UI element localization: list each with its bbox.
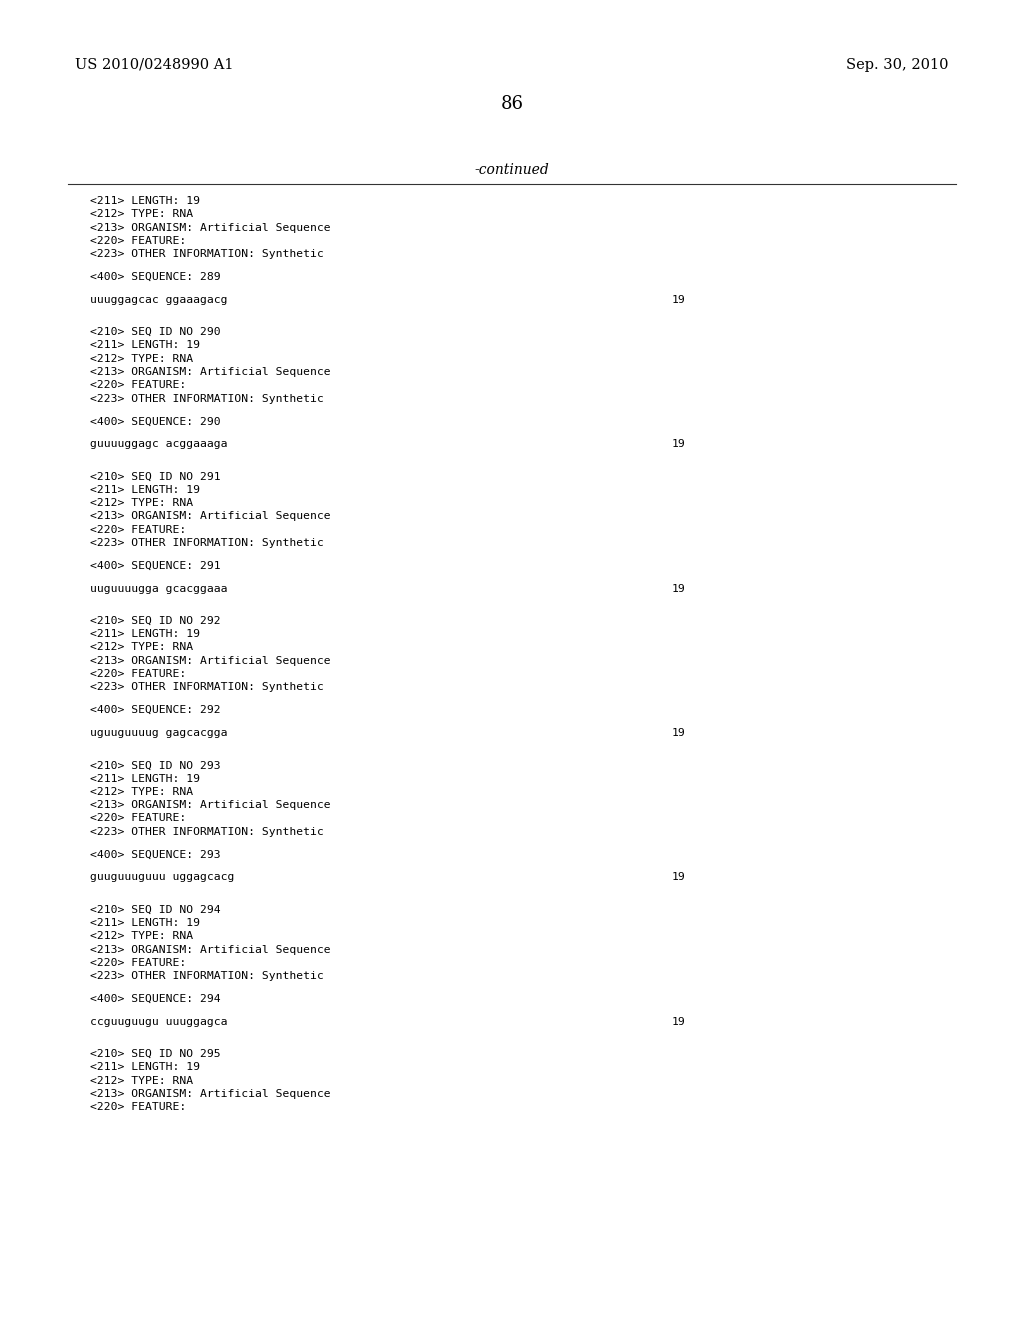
- Text: <211> LENGTH: 19: <211> LENGTH: 19: [90, 917, 200, 928]
- Text: <210> SEQ ID NO 291: <210> SEQ ID NO 291: [90, 471, 220, 482]
- Text: <211> LENGTH: 19: <211> LENGTH: 19: [90, 1063, 200, 1072]
- Text: <212> TYPE: RNA: <212> TYPE: RNA: [90, 787, 194, 797]
- Text: <211> LENGTH: 19: <211> LENGTH: 19: [90, 774, 200, 784]
- Text: <400> SEQUENCE: 289: <400> SEQUENCE: 289: [90, 272, 220, 282]
- Text: <212> TYPE: RNA: <212> TYPE: RNA: [90, 210, 194, 219]
- Text: <213> ORGANISM: Artificial Sequence: <213> ORGANISM: Artificial Sequence: [90, 656, 331, 665]
- Text: <213> ORGANISM: Artificial Sequence: <213> ORGANISM: Artificial Sequence: [90, 1089, 331, 1100]
- Text: 19: 19: [672, 1016, 686, 1027]
- Text: <223> OTHER INFORMATION: Synthetic: <223> OTHER INFORMATION: Synthetic: [90, 539, 324, 548]
- Text: <210> SEQ ID NO 293: <210> SEQ ID NO 293: [90, 760, 220, 771]
- Text: <212> TYPE: RNA: <212> TYPE: RNA: [90, 1076, 194, 1085]
- Text: <212> TYPE: RNA: <212> TYPE: RNA: [90, 498, 194, 508]
- Text: <213> ORGANISM: Artificial Sequence: <213> ORGANISM: Artificial Sequence: [90, 945, 331, 954]
- Text: <220> FEATURE:: <220> FEATURE:: [90, 669, 186, 678]
- Text: <223> OTHER INFORMATION: Synthetic: <223> OTHER INFORMATION: Synthetic: [90, 682, 324, 693]
- Text: <213> ORGANISM: Artificial Sequence: <213> ORGANISM: Artificial Sequence: [90, 223, 331, 232]
- Text: <223> OTHER INFORMATION: Synthetic: <223> OTHER INFORMATION: Synthetic: [90, 972, 324, 981]
- Text: 19: 19: [672, 873, 686, 882]
- Text: <220> FEATURE:: <220> FEATURE:: [90, 525, 186, 535]
- Text: <212> TYPE: RNA: <212> TYPE: RNA: [90, 643, 194, 652]
- Text: <210> SEQ ID NO 292: <210> SEQ ID NO 292: [90, 616, 220, 626]
- Text: <223> OTHER INFORMATION: Synthetic: <223> OTHER INFORMATION: Synthetic: [90, 393, 324, 404]
- Text: <220> FEATURE:: <220> FEATURE:: [90, 958, 186, 968]
- Text: <211> LENGTH: 19: <211> LENGTH: 19: [90, 341, 200, 350]
- Text: <223> OTHER INFORMATION: Synthetic: <223> OTHER INFORMATION: Synthetic: [90, 826, 324, 837]
- Text: <211> LENGTH: 19: <211> LENGTH: 19: [90, 630, 200, 639]
- Text: US 2010/0248990 A1: US 2010/0248990 A1: [75, 58, 233, 73]
- Text: <212> TYPE: RNA: <212> TYPE: RNA: [90, 932, 194, 941]
- Text: 19: 19: [672, 294, 686, 305]
- Text: uuuggagcac ggaaagacg: uuuggagcac ggaaagacg: [90, 294, 227, 305]
- Text: <210> SEQ ID NO 290: <210> SEQ ID NO 290: [90, 327, 220, 337]
- Text: <400> SEQUENCE: 291: <400> SEQUENCE: 291: [90, 561, 220, 570]
- Text: <400> SEQUENCE: 293: <400> SEQUENCE: 293: [90, 850, 220, 859]
- Text: 19: 19: [672, 583, 686, 594]
- Text: <213> ORGANISM: Artificial Sequence: <213> ORGANISM: Artificial Sequence: [90, 800, 331, 810]
- Text: <211> LENGTH: 19: <211> LENGTH: 19: [90, 195, 200, 206]
- Text: -continued: -continued: [475, 162, 549, 177]
- Text: <210> SEQ ID NO 294: <210> SEQ ID NO 294: [90, 904, 220, 915]
- Text: uguuguuuug gagcacgga: uguuguuuug gagcacgga: [90, 729, 227, 738]
- Text: <213> ORGANISM: Artificial Sequence: <213> ORGANISM: Artificial Sequence: [90, 367, 331, 378]
- Text: <220> FEATURE:: <220> FEATURE:: [90, 813, 186, 824]
- Text: 86: 86: [501, 95, 523, 114]
- Text: uuguuuugga gcacggaaa: uuguuuugga gcacggaaa: [90, 583, 227, 594]
- Text: <400> SEQUENCE: 290: <400> SEQUENCE: 290: [90, 416, 220, 426]
- Text: ccguuguugu uuuggagca: ccguuguugu uuuggagca: [90, 1016, 227, 1027]
- Text: <220> FEATURE:: <220> FEATURE:: [90, 236, 186, 246]
- Text: Sep. 30, 2010: Sep. 30, 2010: [847, 58, 949, 73]
- Text: <213> ORGANISM: Artificial Sequence: <213> ORGANISM: Artificial Sequence: [90, 511, 331, 521]
- Text: guuguuuguuu uggagcacg: guuguuuguuu uggagcacg: [90, 873, 234, 882]
- Text: <223> OTHER INFORMATION: Synthetic: <223> OTHER INFORMATION: Synthetic: [90, 249, 324, 259]
- Text: guuuuggagc acggaaaga: guuuuggagc acggaaaga: [90, 440, 227, 449]
- Text: <400> SEQUENCE: 292: <400> SEQUENCE: 292: [90, 705, 220, 715]
- Text: 19: 19: [672, 440, 686, 449]
- Text: 19: 19: [672, 729, 686, 738]
- Text: <220> FEATURE:: <220> FEATURE:: [90, 380, 186, 391]
- Text: <211> LENGTH: 19: <211> LENGTH: 19: [90, 484, 200, 495]
- Text: <210> SEQ ID NO 295: <210> SEQ ID NO 295: [90, 1049, 220, 1059]
- Text: <220> FEATURE:: <220> FEATURE:: [90, 1102, 186, 1113]
- Text: <212> TYPE: RNA: <212> TYPE: RNA: [90, 354, 194, 364]
- Text: <400> SEQUENCE: 294: <400> SEQUENCE: 294: [90, 994, 220, 1005]
